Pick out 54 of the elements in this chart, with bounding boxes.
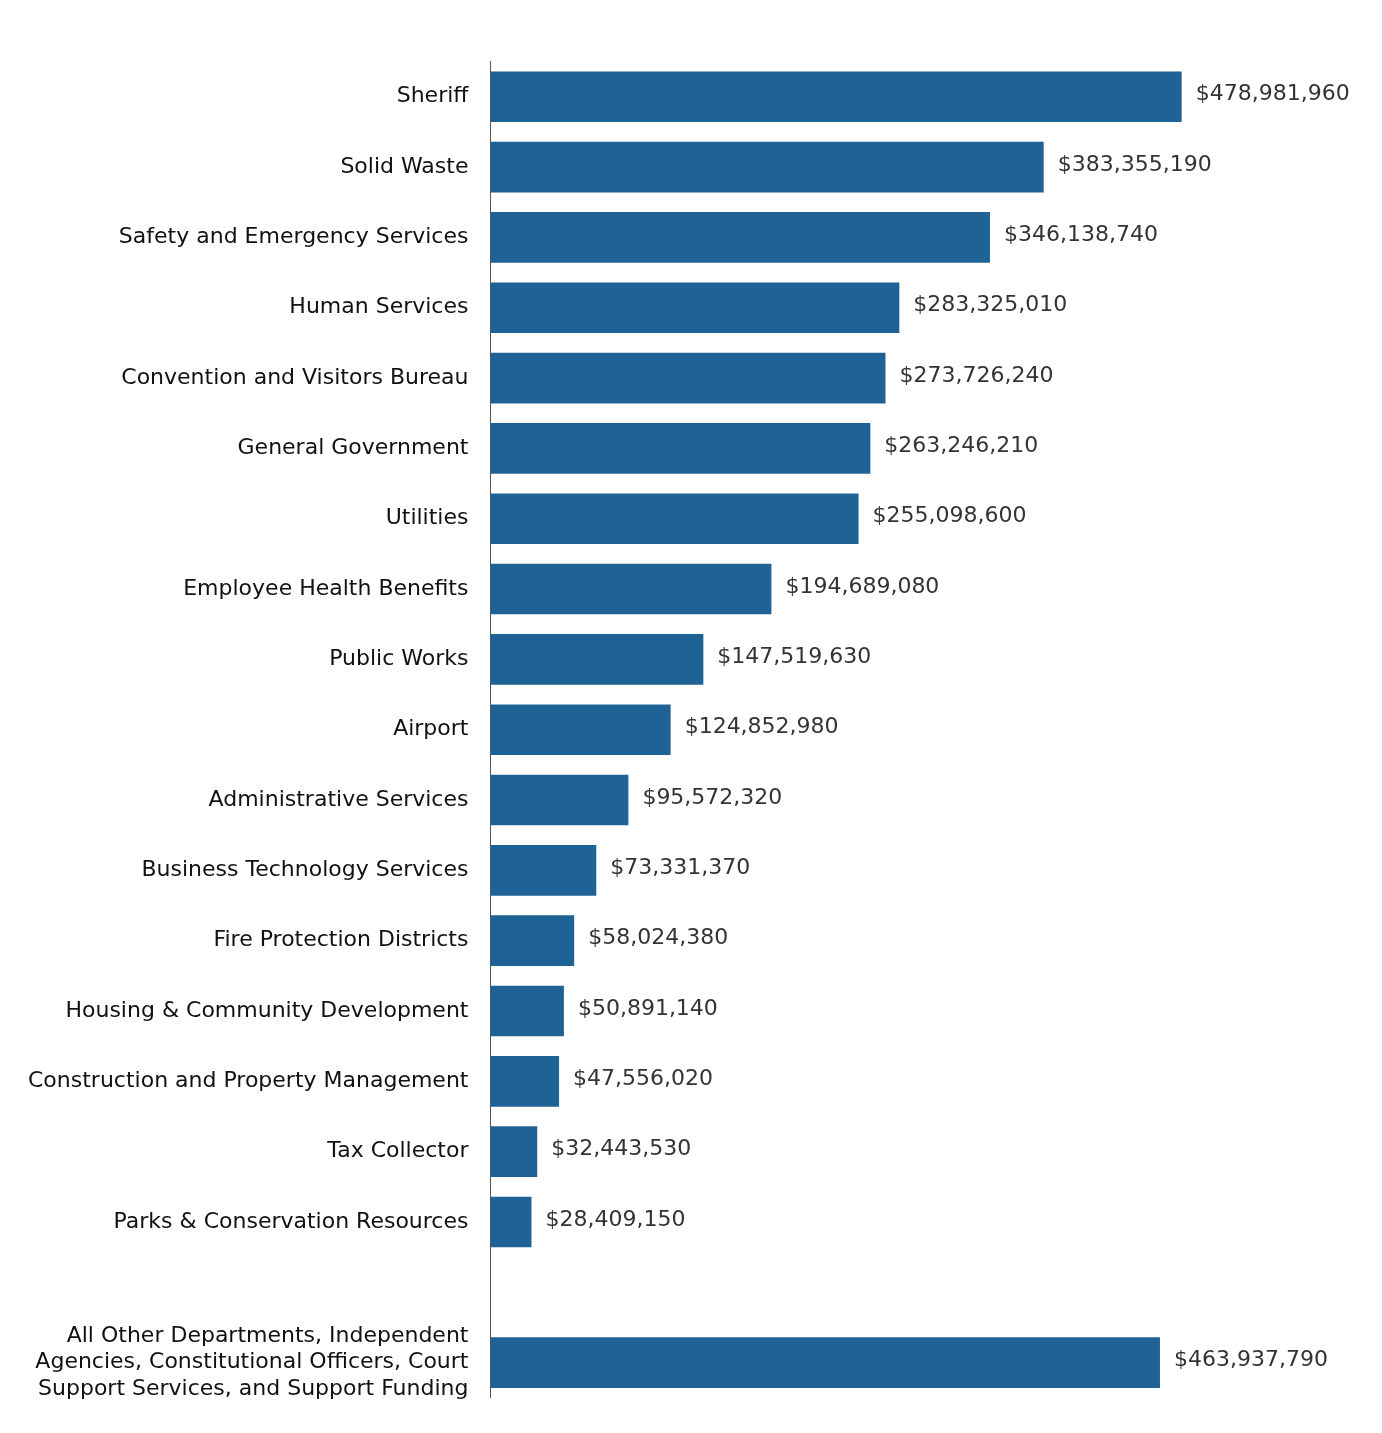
y-tick-label: Convention and Visitors Bureau xyxy=(121,363,469,389)
data-label: $28,409,150 xyxy=(545,1205,686,1231)
y-tick-label: Fire Protection Districts xyxy=(213,926,469,952)
data-label: $255,098,600 xyxy=(872,502,1027,528)
bar xyxy=(490,141,1044,193)
bar xyxy=(490,212,990,263)
y-tick-label: Public Works xyxy=(329,645,469,671)
data-label: $194,689,080 xyxy=(785,572,940,598)
data-label: $32,443,530 xyxy=(551,1135,692,1161)
bar xyxy=(490,634,704,685)
data-label: $463,937,790 xyxy=(1173,1346,1328,1372)
data-label: $95,572,320 xyxy=(642,783,783,809)
data-label: $147,519,630 xyxy=(717,643,872,669)
y-tick-label: Employee Health Benefits xyxy=(183,574,469,600)
bar xyxy=(490,563,772,615)
y-tick-label: Business Technology Services xyxy=(141,856,469,882)
data-label: $50,891,140 xyxy=(577,994,718,1020)
data-label: $73,331,370 xyxy=(610,854,751,880)
data-label: $58,024,380 xyxy=(588,924,729,950)
y-tick-label: Parks & Conservation Resources xyxy=(113,1207,469,1233)
bar xyxy=(490,493,859,545)
data-label: $478,981,960 xyxy=(1195,80,1350,106)
bar xyxy=(490,985,564,1037)
bar xyxy=(490,352,886,404)
y-tick-label: Administrative Services xyxy=(208,785,469,811)
bar xyxy=(490,704,671,756)
data-label: $124,852,980 xyxy=(684,713,839,739)
bar xyxy=(490,1056,560,1107)
y-tick-label: Housing & Community Development xyxy=(65,996,469,1022)
y-tick-label: Utilities xyxy=(385,504,469,530)
y-tick-label: Safety and Emergency Services xyxy=(118,223,469,249)
data-label: $283,325,010 xyxy=(913,291,1068,317)
data-label: $47,556,020 xyxy=(573,1065,714,1091)
data-label: $273,726,240 xyxy=(899,361,1054,387)
bar xyxy=(490,1196,532,1248)
y-tick-label: Sheriff xyxy=(396,82,470,108)
bar xyxy=(490,423,871,474)
y-tick-label: All Other Departments, Independent Agencies, Constitutional Officers, Court Support Services, and Support Funding xyxy=(35,1321,469,1400)
bar xyxy=(490,282,900,334)
bar xyxy=(490,774,629,826)
data-label: $263,246,210 xyxy=(884,432,1039,458)
y-tick-label: Airport xyxy=(393,715,469,741)
data-label: $346,138,740 xyxy=(1003,221,1158,247)
y-tick-label: General Government xyxy=(237,434,469,460)
y-tick-label: Solid Waste xyxy=(340,152,469,178)
bar xyxy=(490,1126,538,1177)
bar xyxy=(490,915,575,966)
data-label: $383,355,190 xyxy=(1057,150,1212,176)
y-tick-label: Human Services xyxy=(289,293,469,319)
y-tick-label: Construction and Property Management xyxy=(27,1067,469,1093)
bar xyxy=(490,845,597,896)
bar xyxy=(490,1337,1160,1388)
y-tick-label: Tax Collector xyxy=(326,1137,470,1163)
bar xyxy=(490,71,1182,123)
